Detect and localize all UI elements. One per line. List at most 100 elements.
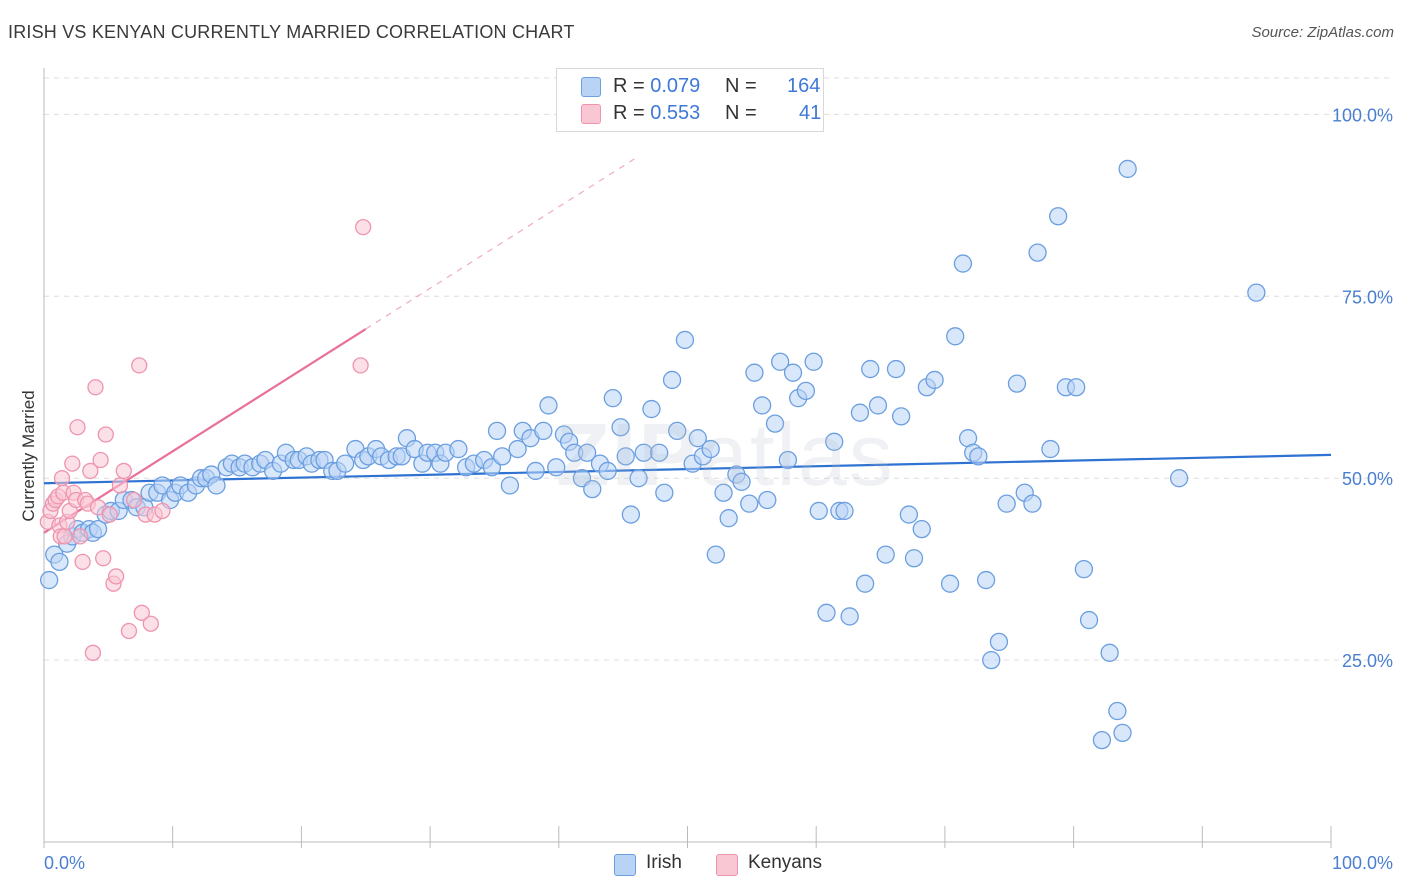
irish-point: [855, 574, 875, 593]
irish-point: [1169, 469, 1189, 488]
irish-point: [732, 472, 751, 491]
irish-point: [611, 418, 630, 437]
irish-point: [1113, 723, 1132, 743]
irish-point: [88, 519, 108, 539]
irish-point: [940, 574, 960, 593]
irish-point: [1118, 159, 1137, 179]
irish-point: [1041, 439, 1060, 459]
kenyan-point: [92, 451, 109, 469]
bottom-legend-swatch-kenyans: [716, 854, 738, 876]
kenyan-point: [64, 455, 81, 472]
legend-swatch-irish: [581, 77, 601, 97]
irish-point: [583, 479, 602, 499]
irish-point: [701, 439, 720, 459]
watermark-zip: ZIP: [556, 405, 699, 504]
kenyan-point: [154, 502, 171, 520]
irish-point: [796, 381, 816, 401]
legend-text-kenyans: R = 0.553: [613, 102, 700, 125]
irish-point: [876, 545, 895, 564]
legend-n-value-kenyans: 41: [799, 102, 822, 124]
irish-point: [547, 458, 566, 477]
irish-point: [39, 570, 59, 590]
irish-point: [771, 352, 790, 371]
irish-point: [817, 603, 836, 622]
irish-point: [1092, 730, 1112, 750]
kenyan-point: [111, 477, 129, 494]
irish-point: [1067, 378, 1086, 397]
legend-n-label: N =: [725, 75, 757, 97]
correlation-legend: R = 0.079 N = 164 R = 0.553 N = 41: [556, 68, 824, 132]
irish-point: [526, 461, 545, 481]
irish-point: [621, 505, 641, 524]
irish-point: [809, 501, 828, 521]
irish-point: [1108, 701, 1127, 721]
irish-point: [758, 490, 777, 510]
irish-point: [740, 494, 759, 513]
irish-point: [868, 396, 888, 415]
y-tick-label: 100.0%: [1332, 105, 1393, 125]
irish-point: [783, 363, 803, 382]
kenyan-point: [115, 462, 132, 480]
kenyan-point: [69, 419, 86, 436]
irish-point: [719, 509, 738, 528]
irish-point: [1074, 559, 1094, 579]
x-tick-label-end: 100.0%: [1332, 853, 1393, 873]
irish-point: [1079, 610, 1099, 630]
bottom-legend-label-irish: Irish: [646, 852, 682, 873]
irish-point: [655, 483, 674, 502]
bottom-legend-swatch-irish: [614, 854, 636, 876]
irish-point: [598, 461, 617, 481]
kenyan-point: [87, 379, 104, 396]
irish-point: [925, 370, 944, 390]
watermark-atlas: atlas: [698, 405, 895, 504]
kenyan-point: [355, 219, 372, 236]
irish-point: [534, 421, 553, 441]
kenyan-point: [120, 622, 138, 640]
irish-point: [714, 483, 733, 502]
legend-n-irish: N =: [725, 75, 757, 98]
kenyan-trend-line: [43, 328, 367, 534]
kenyan-point: [352, 357, 369, 374]
irish-point: [861, 359, 880, 379]
kenyan-trend-extension: [365, 157, 637, 330]
irish-point: [487, 421, 507, 441]
irish-point: [752, 396, 772, 415]
kenyan-point: [101, 506, 118, 523]
kenyan-points: [39, 219, 372, 661]
irish-point: [745, 363, 764, 382]
irish-point: [1023, 494, 1042, 513]
irish-point: [804, 352, 823, 371]
irish-point: [976, 570, 996, 590]
legend-n-label: N =: [725, 102, 757, 124]
irish-point: [886, 359, 906, 379]
legend-r-label: R =: [613, 102, 651, 124]
irish-point: [1049, 207, 1068, 226]
grid-lines: [44, 77, 1393, 661]
chart-title: IRISH VS KENYAN CURRENTLY MARRIED CORREL…: [8, 22, 575, 42]
irish-point: [1007, 374, 1027, 393]
irish-point: [840, 607, 859, 626]
bottom-legend-label-kenyans: Kenyans: [748, 852, 822, 873]
legend-n-kenyans: N =: [725, 102, 757, 125]
irish-point: [603, 389, 623, 408]
irish-point: [891, 407, 911, 426]
legend-text-irish: R = 0.079: [613, 75, 700, 98]
y-axis-title: Currently Married: [19, 390, 38, 521]
legend-r-value-irish: 0.079: [650, 75, 701, 97]
irish-point: [508, 439, 527, 459]
irish-point: [706, 545, 725, 564]
kenyan-point: [84, 644, 102, 661]
kenyan-point: [125, 491, 143, 509]
kenyan-point: [74, 553, 91, 571]
tick-labels: 25.0% 50.0% 75.0% 100.0% 0.0% 100.0%: [44, 105, 1393, 873]
irish-point: [912, 519, 931, 539]
irish-point: [616, 447, 635, 466]
chart-source: Source: ZipAtlas.com: [1251, 24, 1394, 41]
irish-point: [577, 443, 597, 462]
watermark: ZIPatlas: [556, 404, 895, 506]
kenyan-point: [97, 426, 114, 443]
irish-point: [778, 450, 798, 470]
irish-point: [953, 254, 973, 273]
irish-point: [989, 632, 1009, 652]
kenyan-point: [56, 528, 73, 545]
